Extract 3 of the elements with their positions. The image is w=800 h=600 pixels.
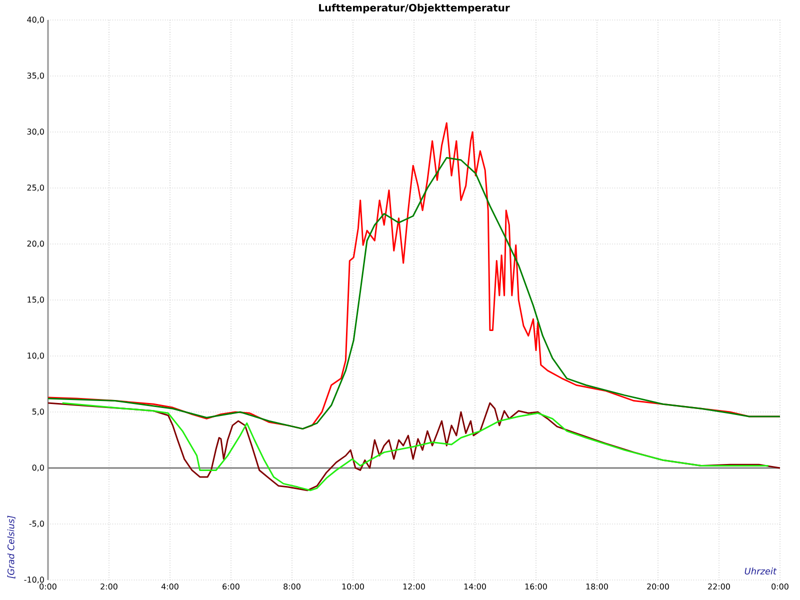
y-axis-title: [Grad Celsius]: [7, 516, 16, 578]
chart-title: Lufttemperatur/Objekttemperatur: [319, 4, 510, 14]
x-axis-title: Uhrzeit: [744, 568, 777, 574]
